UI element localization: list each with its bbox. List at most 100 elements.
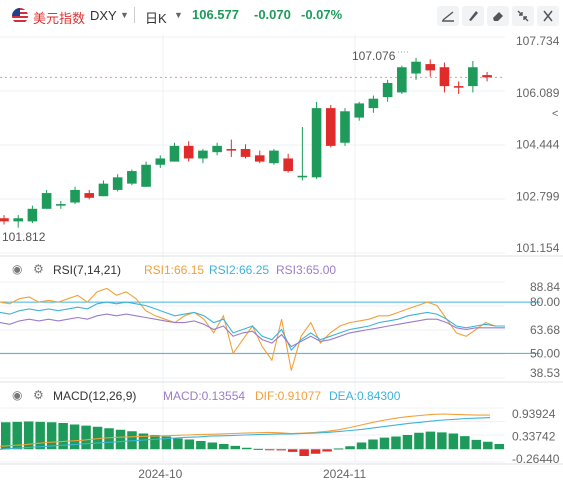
rsi3-value: RSI3:65.00 [276, 263, 337, 277]
candle-body [183, 145, 194, 159]
macd-histogram-bar [46, 422, 57, 450]
macd-series-dea [0, 417, 491, 450]
macd-value: MACD:0.13554 [163, 389, 246, 403]
price-tick-label: 104.444 [516, 138, 560, 152]
side-panel-toggle-icon[interactable]: < [552, 108, 559, 120]
macd-settings-icon[interactable]: ⚙ [33, 388, 44, 402]
candle-body [13, 218, 24, 222]
macd-histogram-bar [1, 422, 11, 450]
rsi-series-rsi2 [0, 301, 505, 351]
rsi-tick-label: 50.00 [530, 346, 560, 360]
rsi-tick-label: 88.84 [530, 280, 560, 294]
date-tick-label: 2024-11 [323, 467, 366, 481]
price-change-percent: -0.07% [301, 7, 343, 22]
macd-histogram-bar [69, 424, 80, 450]
rsi-settings-icon[interactable]: ⚙ [33, 262, 44, 276]
macd-histogram-bar [92, 426, 103, 450]
macd-histogram-bar [333, 448, 344, 450]
macd-histogram-bar [23, 421, 34, 450]
close-button[interactable] [537, 6, 559, 26]
candle-body [127, 171, 137, 184]
macd-histogram-bar [460, 436, 470, 450]
macd-histogram-bar [356, 442, 367, 450]
macd-histogram-bar [104, 428, 114, 450]
macd-histogram-bar [138, 433, 149, 450]
candle-body [27, 208, 38, 222]
candle-body [269, 150, 279, 164]
macd-histogram-bar [12, 421, 22, 450]
header-divider [134, 7, 135, 23]
macd-histogram-bar [391, 436, 401, 450]
macd-histogram-bar [207, 442, 218, 450]
rsi2-value: RSI2:66.25 [209, 263, 270, 277]
candle-body [468, 67, 478, 87]
candle-body [198, 150, 208, 159]
candle-body [240, 149, 251, 157]
macd-histogram-bar [287, 449, 298, 452]
price-change: -0.070 [254, 7, 291, 22]
candle-body [354, 103, 364, 118]
symbol-dropdown-icon[interactable]: ▼ [120, 10, 129, 20]
macd-histogram-bar [35, 421, 45, 450]
macd-tick-label: 0.93924 [512, 407, 556, 421]
macd-histogram-bar [184, 439, 195, 450]
candle-body [425, 64, 436, 71]
period-selector[interactable]: 日K [145, 11, 167, 26]
macd-histogram-bar [276, 449, 286, 451]
collapse-button[interactable] [512, 6, 534, 26]
macd-histogram-bar [483, 441, 493, 450]
instrument-name[interactable]: 美元指数 [33, 11, 86, 26]
macd-histogram-bar [345, 446, 355, 450]
macd-histogram-bar [115, 429, 126, 450]
close-icon [543, 10, 553, 22]
eraser-tool-button[interactable] [487, 6, 509, 26]
macd-histogram-bar [368, 439, 378, 450]
draw-line-button[interactable] [437, 6, 459, 26]
macd-histogram-bar [173, 438, 183, 450]
price-tick-label: 107.734 [516, 34, 560, 48]
macd-histogram-bar [150, 435, 160, 450]
macd-indicator-label[interactable]: MACD(12,26,9) [53, 389, 137, 403]
period-dropdown-icon[interactable]: ▼ [174, 10, 183, 20]
macd-histogram-bar [196, 441, 206, 450]
macd-hide-icon[interactable]: ◉ [12, 388, 23, 402]
rsi-hide-icon[interactable]: ◉ [12, 262, 23, 276]
candle-body [112, 177, 123, 190]
collapse-icon [517, 10, 529, 22]
eraser-icon [493, 12, 503, 21]
macd-histogram-bar [310, 449, 321, 454]
instrument-symbol[interactable]: DXY [90, 8, 117, 23]
rsi-indicator-label[interactable]: RSI(7,14,21) [53, 263, 122, 277]
candle-body [397, 67, 407, 93]
rsi-series-rsi3 [0, 313, 505, 348]
candle-body [0, 218, 9, 222]
macd-histogram-bar [242, 447, 252, 450]
candle-body [311, 108, 322, 178]
macd-histogram-bar [402, 435, 413, 450]
candle-body [155, 158, 166, 165]
macd-histogram-bar [58, 423, 68, 450]
candle-body [325, 108, 336, 146]
pen-tool-button[interactable] [462, 6, 484, 26]
candle-body [453, 86, 464, 88]
price-tick-label: 106.089 [516, 86, 560, 100]
candle-body [98, 183, 109, 197]
candle-body [411, 61, 421, 74]
rsi1-value: RSI1:66.15 [144, 263, 205, 277]
macd-histogram-bar [161, 436, 172, 450]
max-price-label: 107.076 [352, 49, 396, 63]
candle-body [212, 145, 222, 153]
candle-body [368, 98, 379, 109]
dif-value: DIF:0.91077 [255, 389, 322, 403]
draw-line-icon [442, 11, 454, 22]
candle-body [141, 164, 151, 187]
rsi-tick-label: 63.68 [530, 323, 560, 337]
last-price: 106.577 [192, 7, 239, 22]
macd-histogram-bar [494, 444, 504, 450]
rsi-series-rsi1 [0, 287, 505, 371]
candle-body [439, 67, 450, 87]
macd-histogram-bar [448, 433, 459, 450]
macd-tick-label: -0.26440 [512, 452, 560, 466]
